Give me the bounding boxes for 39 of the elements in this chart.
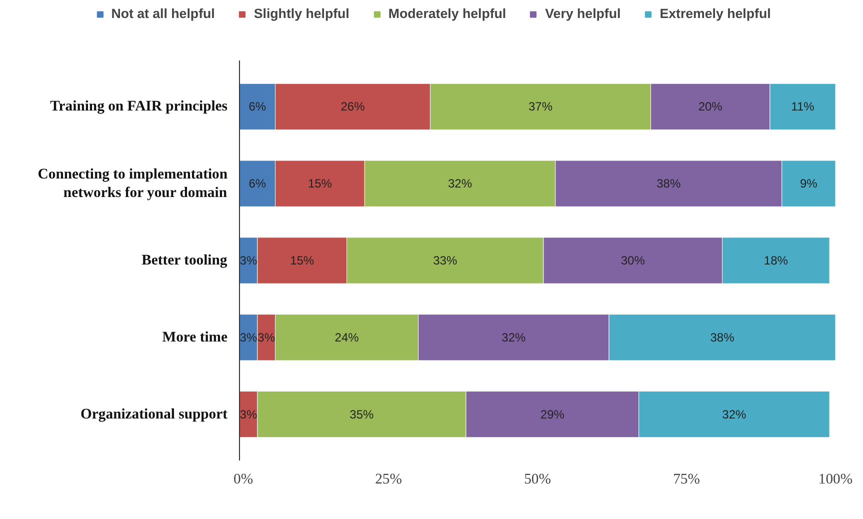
legend-label: Extremely helpful — [660, 6, 771, 21]
data-label: 9% — [800, 176, 818, 191]
data-label: 32% — [502, 330, 526, 344]
data-label: 6% — [248, 176, 266, 191]
data-label: 3% — [240, 407, 258, 422]
data-label: 35% — [350, 407, 374, 422]
legend-label: Moderately helpful — [388, 6, 506, 21]
x-tick-label: 100% — [818, 472, 853, 488]
data-label: 6% — [248, 100, 266, 114]
legend-label: Slightly helpful — [254, 6, 350, 21]
data-label: 33% — [433, 254, 458, 268]
legend-label: Very helpful — [545, 6, 621, 21]
data-label: 24% — [334, 330, 360, 344]
y-tick-label: Connecting to implementation networks for your domain — [38, 166, 228, 201]
y-tick-label: Organizational support — [80, 406, 228, 422]
y-tick-label: Better tooling — [142, 252, 228, 268]
data-label: 15% — [308, 176, 332, 191]
data-label: 37% — [528, 100, 553, 114]
data-label: 20% — [698, 100, 723, 114]
x-tick-label: 25% — [375, 472, 402, 488]
data-label: 3% — [240, 254, 258, 268]
data-label: 32% — [448, 176, 472, 191]
y-tick-label: Training on FAIR principles — [50, 98, 228, 115]
data-label: 11% — [791, 100, 815, 114]
data-label: 38% — [656, 176, 681, 191]
data-label: 29% — [540, 407, 565, 422]
data-label: 3% — [240, 330, 258, 344]
legend-label: Not at all helpful — [111, 6, 215, 21]
data-label: 15% — [290, 254, 314, 268]
x-tick-label: 0% — [234, 472, 254, 488]
x-tick-label: 50% — [524, 472, 551, 488]
data-label: 32% — [722, 407, 747, 422]
y-tick-label: More time — [162, 329, 228, 346]
data-label: 3% — [258, 330, 276, 344]
data-label: 18% — [764, 254, 788, 268]
x-tick-label: 75% — [673, 472, 700, 488]
data-label: 26% — [340, 100, 366, 114]
data-label: 30% — [620, 254, 646, 268]
data-label: 38% — [710, 330, 735, 344]
